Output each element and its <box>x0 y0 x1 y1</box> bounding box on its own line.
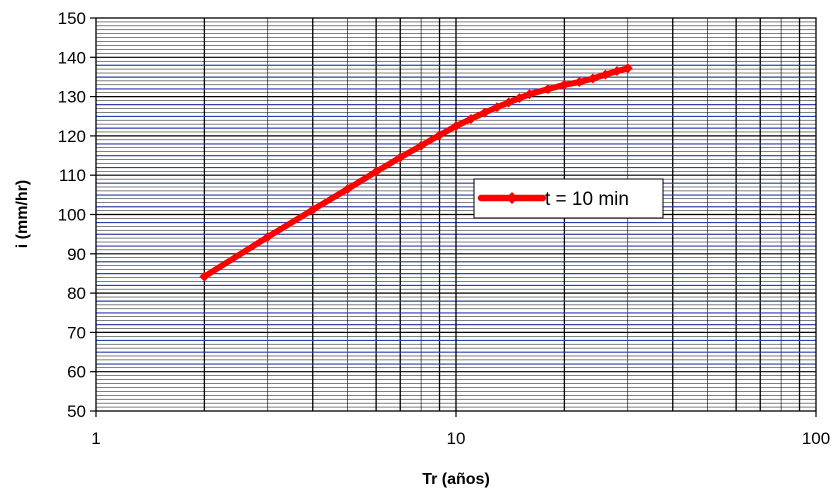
data-point <box>559 79 570 90</box>
data-point <box>587 73 598 84</box>
legend-swatch-marker <box>506 192 518 204</box>
y-tick-label: 80 <box>67 284 86 303</box>
legend: t = 10 min <box>473 178 664 219</box>
y-axis-title: i (mm/hr) <box>14 180 31 248</box>
y-tick-label: 70 <box>67 323 86 342</box>
x-tick-label: 1 <box>91 429 100 448</box>
y-tick-labels: 50 60 70 80 90 100 110 120 130 140 150 <box>58 9 96 421</box>
series-line <box>201 65 631 280</box>
data-point <box>371 166 382 177</box>
y-tick-label: 100 <box>58 206 86 225</box>
data-point <box>492 102 503 113</box>
y-tick-label: 50 <box>67 402 86 421</box>
x-axis-title: Tr (años) <box>422 471 490 488</box>
data-point <box>465 114 476 125</box>
major-gridlines <box>96 18 816 411</box>
y-tick-label: 150 <box>58 9 86 28</box>
data-point <box>307 204 318 215</box>
y-tick-label: 60 <box>67 363 86 382</box>
data-point <box>622 63 633 74</box>
data-point <box>611 66 622 77</box>
data-point <box>514 93 525 104</box>
data-point <box>416 140 427 151</box>
data-point <box>574 77 585 88</box>
series-layer <box>199 63 633 282</box>
x-tick-labels: 1 10 100 <box>91 411 830 448</box>
data-point <box>524 89 535 100</box>
legend-label: t = 10 min <box>545 189 629 210</box>
data-point <box>395 152 406 163</box>
x-tick-label: 10 <box>447 429 466 448</box>
x-tick-label: 100 <box>802 429 830 448</box>
data-point <box>342 183 353 194</box>
y-tick-label: 130 <box>58 88 86 107</box>
y-tick-label: 140 <box>58 48 86 67</box>
data-point <box>199 271 210 282</box>
data-point <box>434 130 445 141</box>
data-point <box>600 69 611 80</box>
data-point <box>451 121 461 132</box>
data-point <box>542 84 553 95</box>
data-point <box>479 107 490 118</box>
data-point <box>262 231 273 242</box>
data-point <box>503 97 514 108</box>
y-tick-label: 90 <box>67 245 86 264</box>
y-tick-label: 120 <box>58 127 86 146</box>
y-tick-label: 110 <box>59 166 86 185</box>
